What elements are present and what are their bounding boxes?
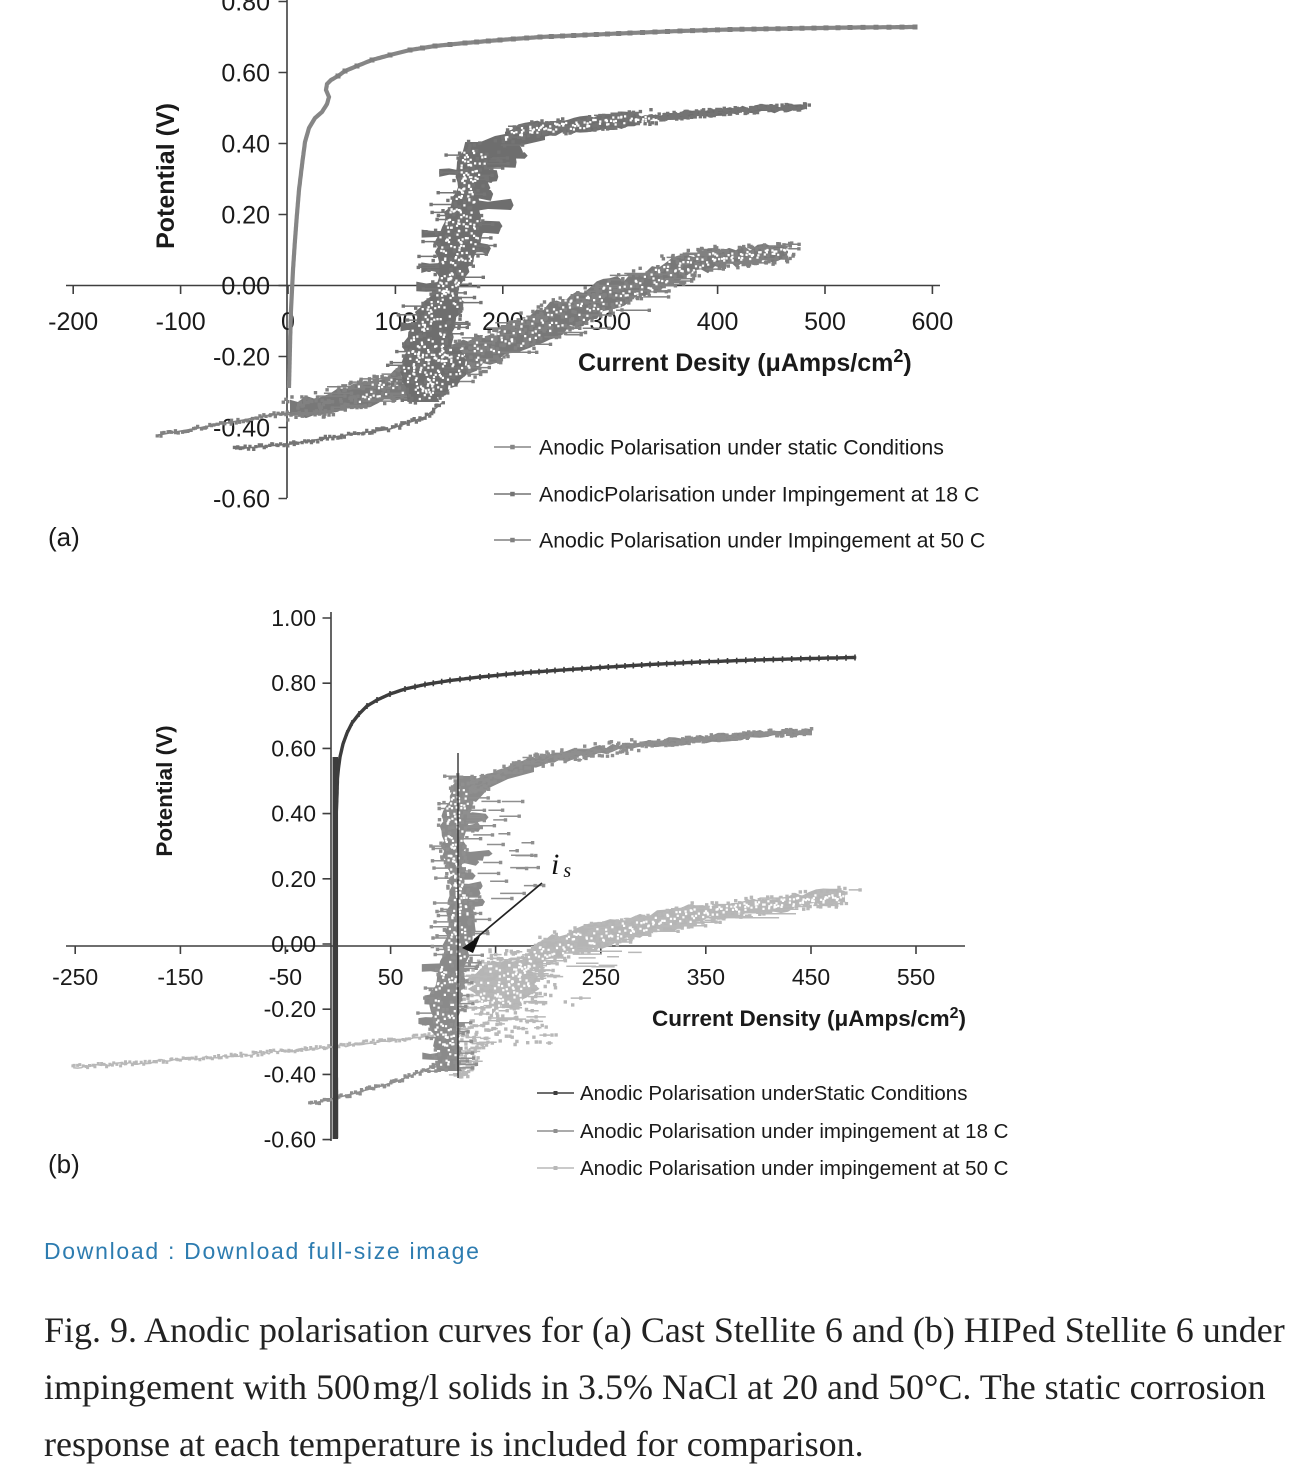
svg-text:AnodicPolarisation under Impin: AnodicPolarisation under Impingement at … — [539, 483, 979, 507]
svg-text:0.00: 0.00 — [221, 273, 270, 301]
svg-text:450: 450 — [792, 964, 830, 990]
svg-text:400: 400 — [697, 308, 739, 336]
svg-text:(b): (b) — [48, 1149, 80, 1179]
svg-text:50: 50 — [378, 964, 404, 990]
svg-text:Anodic Polarisation underStati: Anodic Polarisation underStatic Conditio… — [580, 1082, 967, 1105]
svg-text:-100: -100 — [156, 308, 206, 336]
svg-text:600: 600 — [912, 308, 954, 336]
svg-text:-0.40: -0.40 — [213, 415, 270, 443]
svg-text:-0.20: -0.20 — [213, 344, 270, 372]
svg-text:1.00: 1.00 — [271, 605, 316, 631]
svg-text:Anodic Polarisation under impi: Anodic Polarisation under impingement at… — [580, 1157, 1009, 1180]
svg-text:-150: -150 — [157, 964, 203, 990]
svg-text:-200: -200 — [48, 308, 98, 336]
svg-text:0.60: 0.60 — [271, 735, 316, 761]
svg-text:0.20: 0.20 — [221, 202, 270, 230]
svg-text:-0.40: -0.40 — [264, 1061, 316, 1087]
svg-text:-250: -250 — [52, 964, 98, 990]
svg-text:Anodic Polarisation under Impi: Anodic Polarisation under Impingement at… — [539, 529, 985, 553]
svg-text:Potential (V): Potential (V) — [152, 725, 177, 856]
svg-text:0.60: 0.60 — [221, 60, 270, 88]
svg-text:-0.20: -0.20 — [264, 996, 316, 1022]
svg-text:500: 500 — [804, 308, 846, 336]
svg-text:0.40: 0.40 — [271, 801, 316, 827]
svg-text:0.40: 0.40 — [221, 131, 270, 159]
svg-text:Anodic Polarisation under stat: Anodic Polarisation under static Conditi… — [539, 436, 944, 460]
svg-text:Anodic Polarisation under impi: Anodic Polarisation under impingement at… — [580, 1120, 1009, 1143]
svg-text:0.80: 0.80 — [271, 670, 316, 696]
svg-text:550: 550 — [897, 964, 935, 990]
svg-text:-0.60: -0.60 — [213, 486, 270, 514]
svg-text:-50: -50 — [269, 964, 302, 990]
svg-text:i s: i s — [551, 848, 571, 882]
svg-text:350: 350 — [687, 964, 725, 990]
svg-text:250: 250 — [582, 964, 620, 990]
svg-text:(a): (a) — [48, 522, 80, 552]
svg-text:0.00: 0.00 — [271, 931, 316, 957]
svg-text:-0.60: -0.60 — [264, 1127, 316, 1153]
svg-text:Potential (V): Potential (V) — [152, 103, 180, 249]
svg-text:Current Desity (μAmps/cm2): Current Desity (μAmps/cm2) — [578, 346, 912, 377]
svg-text:0.80: 0.80 — [221, 0, 270, 17]
svg-text:Current Density (μAmps/cm2): Current Density (μAmps/cm2) — [652, 1005, 966, 1031]
svg-text:0.20: 0.20 — [271, 866, 316, 892]
